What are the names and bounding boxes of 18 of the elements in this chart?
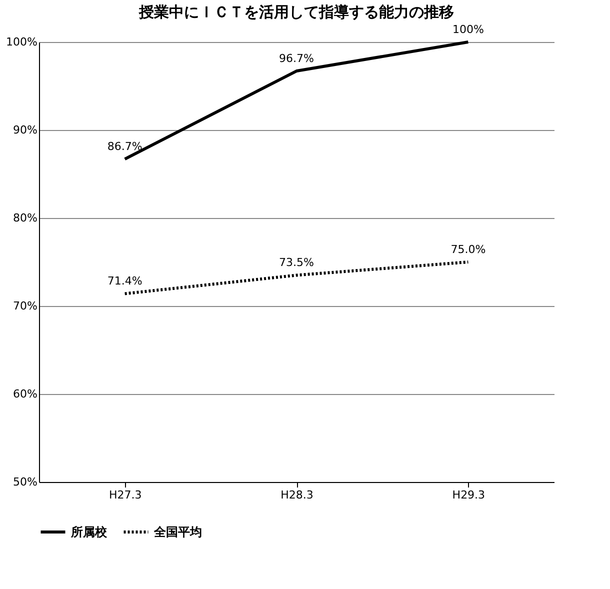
- y-tick-label: 80%: [13, 212, 38, 224]
- data-label: 100%: [452, 23, 484, 36]
- y-tick-label: 90%: [13, 124, 38, 136]
- x-tick-label: H27.3: [108, 488, 142, 502]
- y-tick-label: 70%: [13, 300, 38, 312]
- y-tick-label: 100%: [6, 36, 38, 48]
- x-tick-label: H29.3: [452, 488, 486, 502]
- data-label: 96.7%: [279, 52, 314, 66]
- data-label: 73.5%: [279, 256, 314, 270]
- x-tick-label: H28.3: [280, 488, 314, 502]
- data-label: 75.0%: [450, 243, 486, 256]
- data-label: 71.4%: [107, 274, 142, 288]
- y-tick-label: 50%: [13, 476, 38, 488]
- data-label: 86.7%: [107, 140, 142, 154]
- legend-label: 全国平均: [153, 525, 202, 539]
- chart-title: 授業中にＩＣＴを活用して指導する能力の推移: [138, 3, 454, 21]
- legend-label: 所属校: [70, 525, 108, 539]
- y-tick-label: 60%: [13, 388, 38, 400]
